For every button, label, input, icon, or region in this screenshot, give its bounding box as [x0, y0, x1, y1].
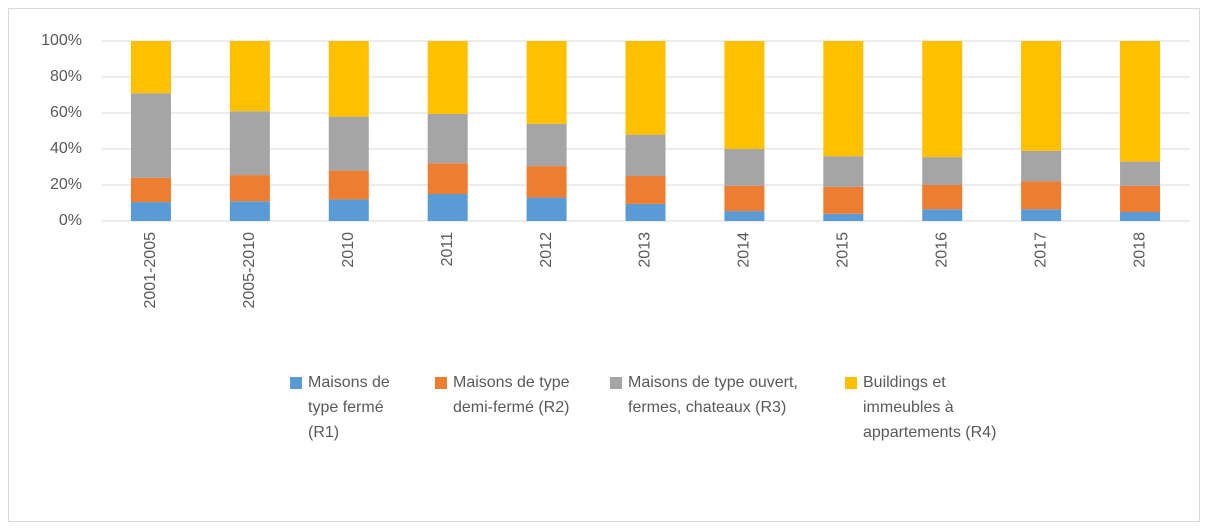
bar-segment	[724, 149, 765, 186]
bar-segment	[724, 185, 765, 212]
legend-item: Maisons de type demi-fermé (R2)	[435, 370, 610, 445]
legend-item: Maisons de type ouvert, fermes, chateaux…	[610, 370, 845, 445]
bar-segment	[1021, 150, 1062, 182]
bar-segment	[922, 185, 963, 210]
bar-segment	[427, 41, 468, 114]
bar-segment	[823, 186, 864, 214]
legend-swatch	[845, 377, 857, 389]
bar-segment	[229, 111, 270, 176]
x-tick-label: 2010	[340, 232, 357, 268]
bar-segment	[229, 175, 270, 202]
x-tick-label: 2015	[835, 232, 852, 268]
bar-segment	[625, 134, 666, 176]
bar-segment	[526, 41, 567, 124]
bar-segment	[823, 156, 864, 187]
bar-segment	[625, 41, 666, 135]
bar-segment	[724, 41, 765, 149]
bar-segment	[823, 41, 864, 157]
bar-segment	[1120, 185, 1161, 212]
y-tick-label: 0%	[59, 212, 82, 229]
x-tick-label: 2017	[1032, 232, 1049, 268]
bar-segment	[922, 157, 963, 185]
y-tick-label: 20%	[50, 176, 82, 193]
legend-label: Buildings et immeubles à appartements (R…	[863, 374, 997, 441]
bar-segment	[130, 41, 171, 94]
x-tick-label: 2012	[538, 232, 555, 268]
legend-swatch	[435, 377, 447, 389]
bar-segment	[1021, 209, 1062, 221]
x-tick-label: 2013	[637, 232, 654, 268]
bar-segment	[229, 201, 270, 221]
bar-segment	[526, 123, 567, 167]
legend: Maisons de type fermé (R1) Maisons de typ…	[290, 370, 1050, 445]
bar-segment	[625, 203, 666, 221]
legend-item: Buildings et immeubles à appartements (R…	[845, 370, 1050, 445]
bar-segment	[328, 170, 369, 200]
bar-segment	[427, 113, 468, 164]
x-tick-label: 2016	[933, 232, 950, 268]
legend-item: Maisons de type fermé (R1)	[290, 370, 435, 445]
bar-segment	[130, 177, 171, 203]
bar-segment	[1021, 41, 1062, 151]
x-tick-label: 2005-2010	[241, 232, 258, 309]
x-tick-label: 2011	[439, 232, 456, 267]
legend-label: Maisons de type ouvert, fermes, chateaux…	[628, 374, 798, 416]
bar-segment	[427, 194, 468, 221]
y-tick-label: 100%	[41, 32, 82, 49]
bar-segment	[922, 41, 963, 158]
bar-segment	[328, 116, 369, 171]
bar-segment	[1021, 181, 1062, 210]
bar-segment	[724, 211, 765, 221]
legend-label: Maisons de type fermé (R1)	[308, 374, 390, 441]
bar-segment	[526, 197, 567, 221]
bar-segment	[427, 163, 468, 194]
y-tick-label: 80%	[50, 68, 82, 85]
bar-segment	[1120, 41, 1161, 162]
x-tick-label: 2018	[1131, 232, 1148, 268]
y-tick-label: 40%	[50, 140, 82, 157]
x-tick-label: 2001-2005	[142, 232, 159, 309]
bar-segment	[328, 199, 369, 221]
bar-segment	[625, 176, 666, 204]
y-tick-label: 60%	[50, 104, 82, 121]
bar-segment	[130, 202, 171, 221]
chart-border	[8, 8, 1200, 522]
bar-segment	[229, 41, 270, 112]
bar-segment	[1120, 212, 1161, 221]
bar-segment	[1120, 161, 1161, 186]
bar-segment	[526, 166, 567, 198]
legend-label: Maisons de type demi-fermé (R2)	[453, 374, 570, 416]
bar-segment	[328, 41, 369, 117]
legend-swatch	[290, 377, 302, 389]
x-tick-label: 2014	[736, 232, 753, 268]
bar-segment	[823, 213, 864, 221]
bar-segment	[130, 93, 171, 178]
bar-segment	[922, 209, 963, 221]
legend-swatch	[610, 377, 622, 389]
